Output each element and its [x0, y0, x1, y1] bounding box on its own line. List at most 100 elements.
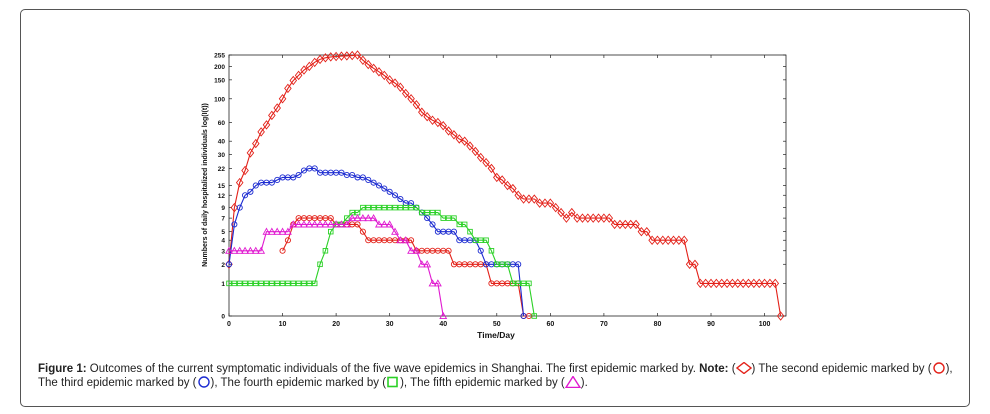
data-point	[412, 246, 421, 254]
data-point	[226, 280, 232, 287]
data-point	[515, 261, 522, 268]
data-point	[295, 171, 302, 179]
data-point	[269, 280, 275, 287]
data-point	[258, 280, 264, 287]
data-point	[535, 198, 544, 208]
data-point	[419, 209, 425, 216]
data-point	[311, 280, 318, 287]
x-tick-label: 30	[386, 321, 394, 328]
data-point	[428, 279, 437, 287]
data-point	[274, 280, 280, 287]
data-point	[301, 280, 307, 287]
series-line	[228, 54, 782, 317]
y-tick-label: 1	[221, 281, 225, 288]
data-point	[444, 126, 453, 136]
data-point	[343, 51, 351, 61]
data-point	[397, 204, 404, 211]
data-point	[285, 280, 291, 287]
data-point	[241, 165, 249, 176]
data-point	[424, 215, 431, 222]
data-point	[691, 259, 699, 270]
caption-text-5b: ).	[580, 377, 588, 389]
data-point	[407, 246, 416, 254]
data-point	[316, 220, 325, 228]
data-point	[526, 280, 532, 287]
data-point	[632, 219, 640, 230]
caption-text-1a: (	[728, 363, 736, 375]
data-point	[353, 50, 362, 60]
data-point	[348, 213, 357, 222]
data-point	[546, 198, 555, 208]
axes: 0 10 20 30 40 50 60 70 80 90 100012345791215223040…	[214, 53, 787, 328]
data-point	[253, 280, 259, 287]
x-tick-label: 40	[439, 321, 447, 328]
y-tick-label: 255	[214, 53, 225, 60]
y-tick-label: 3	[221, 248, 225, 255]
data-point	[374, 220, 383, 228]
data-point	[482, 157, 490, 168]
data-point	[771, 278, 780, 289]
data-point	[451, 215, 457, 221]
y-tick-label: 12	[218, 193, 226, 200]
data-point	[723, 278, 731, 289]
data-point	[241, 246, 250, 254]
data-point	[290, 280, 297, 287]
data-point	[417, 260, 426, 268]
data-point	[376, 204, 382, 211]
data-point	[440, 215, 446, 221]
data-point	[322, 247, 329, 254]
series-triangle-4	[225, 213, 448, 320]
data-point	[423, 111, 431, 122]
data-point	[669, 235, 678, 245]
data-point	[370, 179, 377, 186]
data-point	[589, 213, 597, 223]
data-point	[750, 278, 758, 289]
data-point	[664, 235, 672, 245]
y-tick-label: 150	[214, 77, 225, 84]
data-point	[525, 194, 533, 204]
data-point	[225, 261, 233, 268]
caption-text-4b: ), The fifth epidemic marked by (	[400, 377, 565, 389]
data-point	[338, 169, 345, 176]
data-point	[578, 213, 587, 223]
data-point	[332, 220, 341, 228]
data-point	[326, 52, 335, 62]
data-point	[306, 280, 313, 287]
data-point	[326, 220, 335, 228]
data-point	[499, 261, 505, 268]
data-point	[246, 246, 255, 254]
data-point	[402, 204, 409, 211]
data-point	[321, 220, 330, 228]
chart-plot: 0 10 20 30 40 50 60 70 80 90 100012345791215223040…	[202, 50, 787, 340]
data-point	[274, 176, 281, 184]
data-point	[423, 260, 432, 268]
data-point	[456, 221, 463, 228]
data-point	[466, 141, 474, 151]
data-point	[396, 82, 405, 92]
data-point	[408, 237, 415, 244]
data-point	[230, 202, 239, 213]
data-point	[435, 209, 441, 216]
data-point	[235, 177, 244, 188]
data-point	[504, 261, 511, 268]
data-point	[342, 220, 351, 228]
x-tick-label: 50	[493, 321, 501, 328]
data-point	[242, 280, 248, 287]
data-point	[300, 220, 308, 228]
y-tick-label: 60	[218, 120, 226, 127]
data-point	[728, 278, 737, 289]
x-tick-label: 90	[707, 321, 715, 328]
data-point	[358, 213, 367, 222]
caption-text: Outcomes of the current symptomatic indi…	[86, 363, 700, 375]
data-point	[267, 227, 276, 235]
data-point	[424, 209, 430, 216]
data-point	[247, 188, 254, 195]
data-point	[386, 204, 393, 211]
data-point	[278, 94, 287, 104]
data-point	[510, 280, 516, 287]
data-point	[348, 50, 356, 61]
data-point	[268, 110, 276, 121]
data-point	[300, 65, 308, 75]
data-point	[434, 117, 442, 128]
data-point	[680, 235, 689, 245]
